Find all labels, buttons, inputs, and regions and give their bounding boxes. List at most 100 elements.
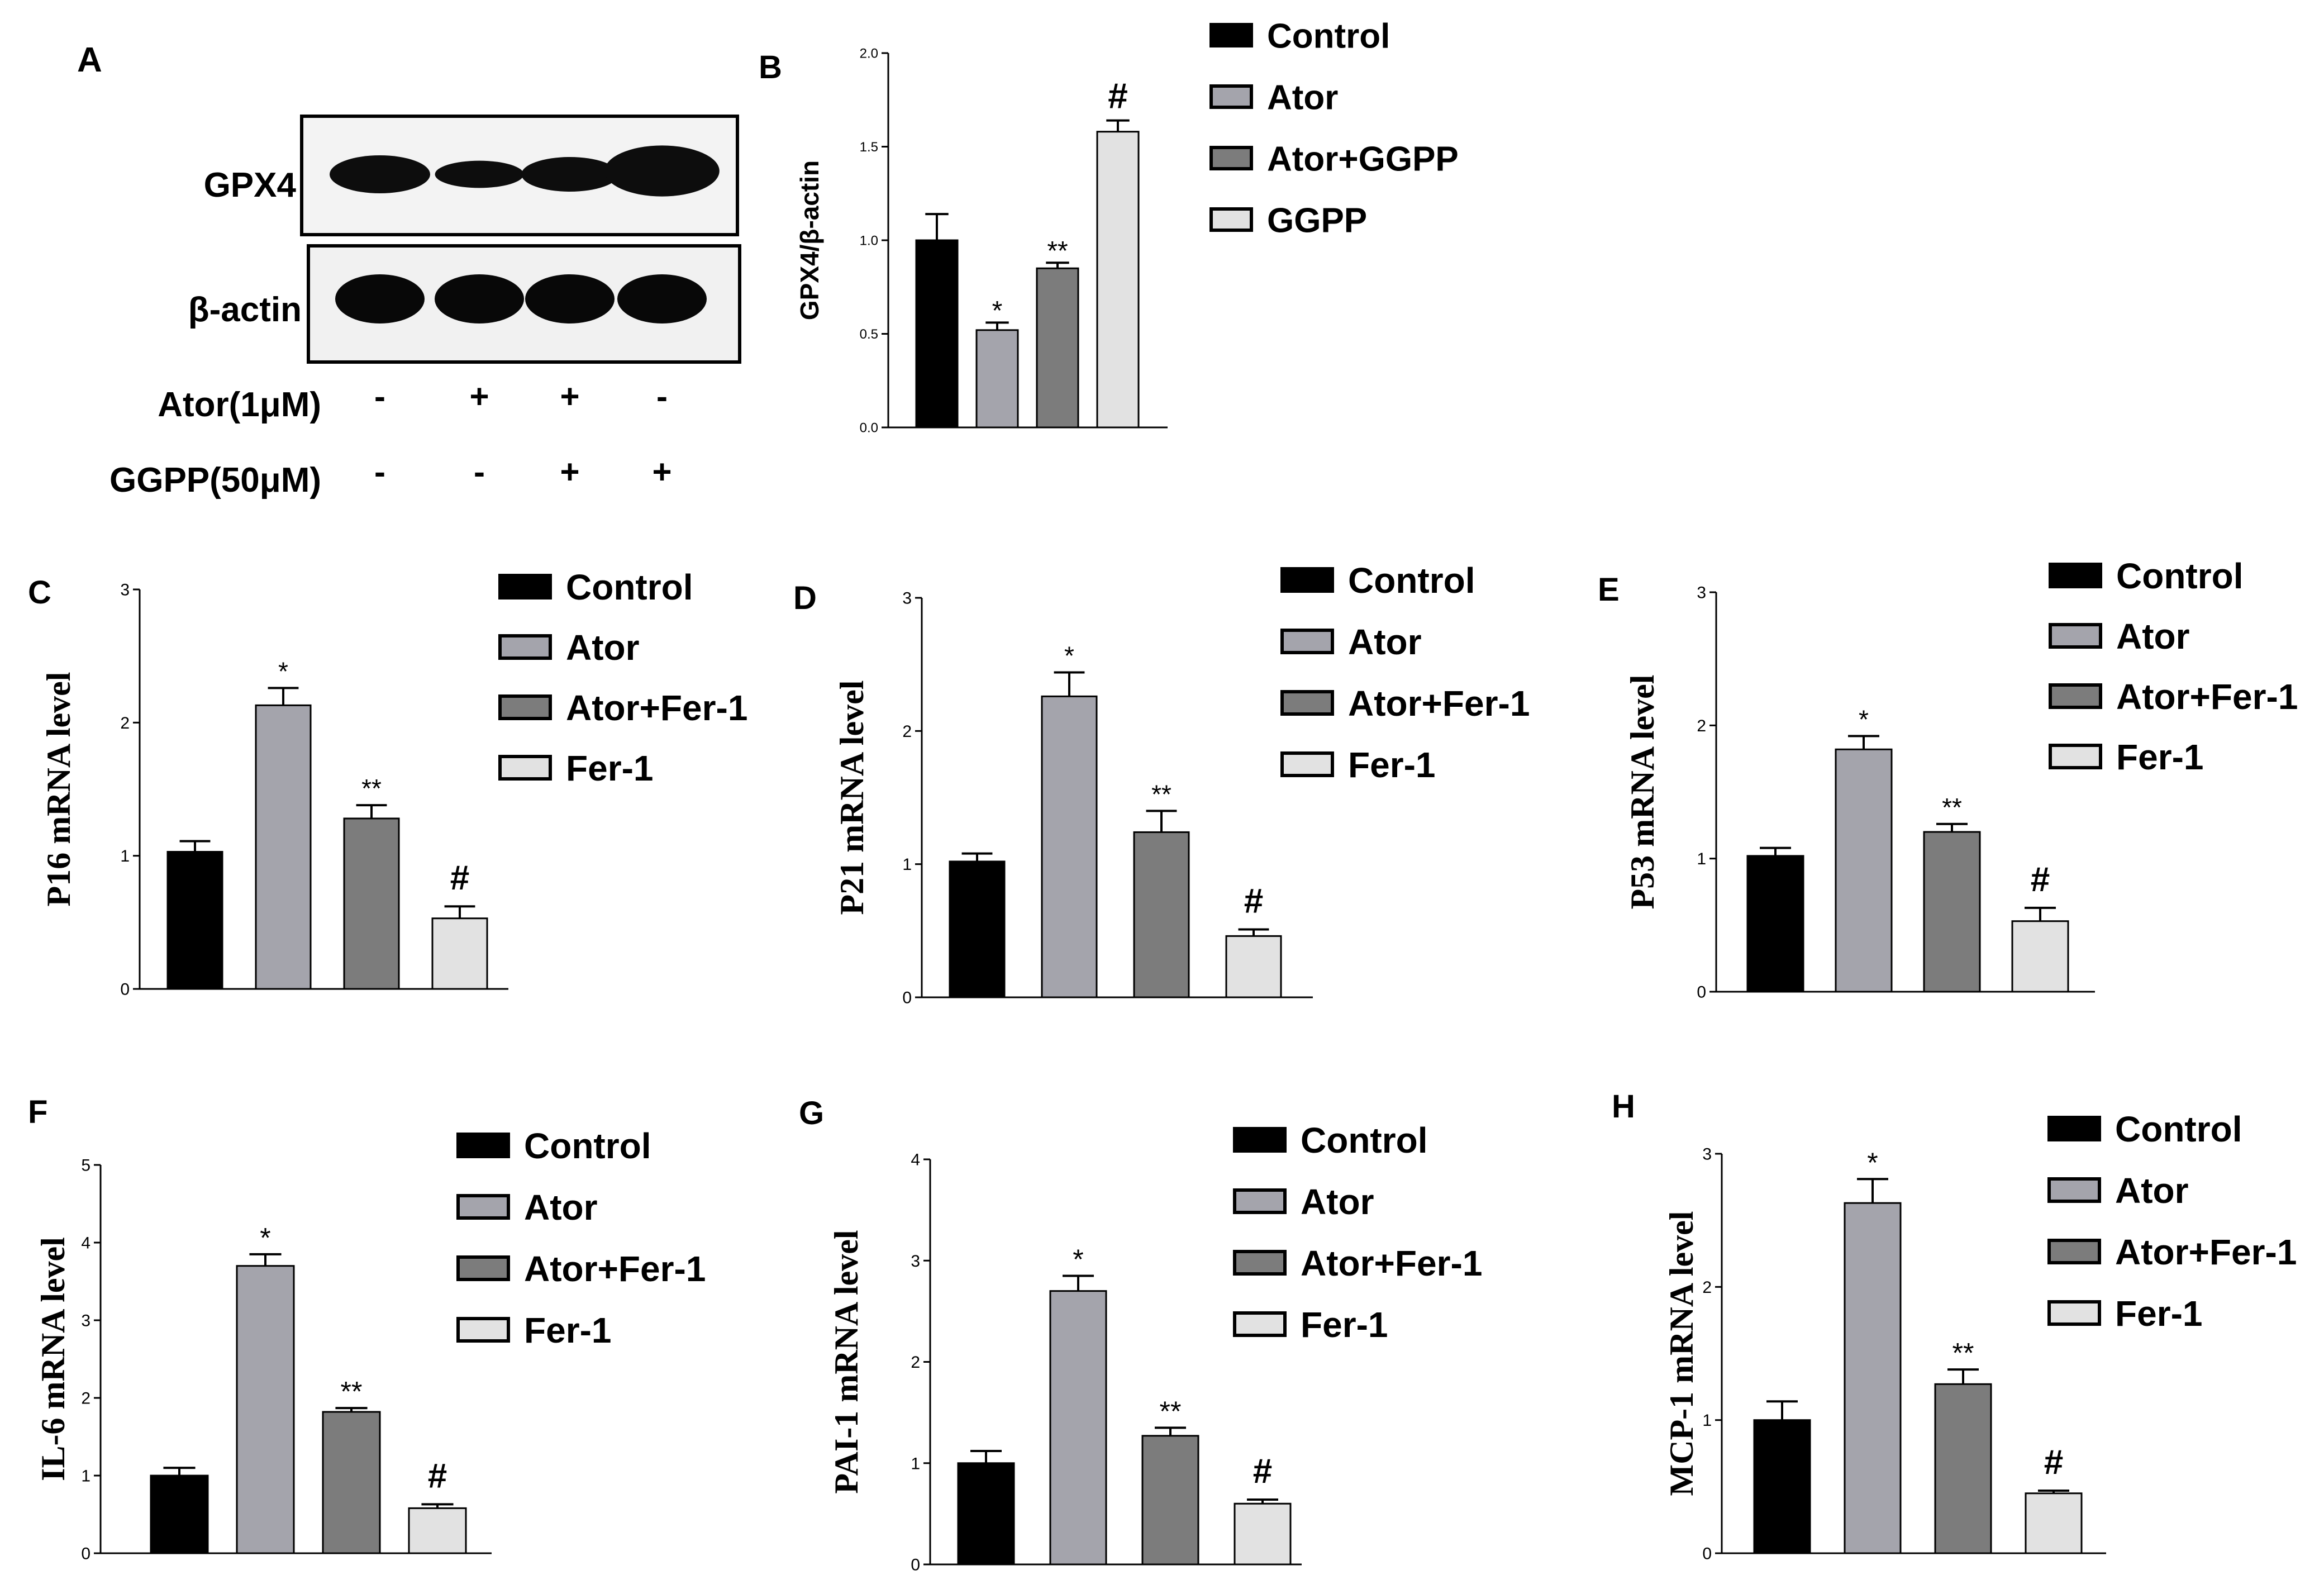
bar-c-ator bbox=[255, 704, 312, 990]
legend-swatch-b-ator-ggpp bbox=[1209, 146, 1253, 170]
treatment-mark-ator-lane-4: - bbox=[656, 378, 668, 415]
legend-label-e-fer-1: Fer-1 bbox=[2116, 737, 2204, 777]
legend-label-g-control: Control bbox=[1301, 1120, 1428, 1160]
bar-f-ator-fer-1 bbox=[322, 1411, 381, 1554]
bar-g-ator bbox=[1049, 1290, 1107, 1566]
y-tick-label-c-1: 1 bbox=[120, 847, 130, 865]
bar-c-control bbox=[166, 851, 223, 990]
panel-label-d: D bbox=[793, 580, 817, 616]
legend-swatch-e-ator-fer-1 bbox=[2049, 683, 2102, 709]
significance-c-ator: * bbox=[278, 656, 288, 686]
actin-band-lane-3 bbox=[525, 274, 615, 323]
significance-g-fer-1: # bbox=[1253, 1452, 1272, 1491]
bar-d-ator bbox=[1041, 695, 1098, 998]
legend-swatch-d-fer-1 bbox=[1280, 751, 1334, 777]
bar-f-control bbox=[150, 1474, 209, 1554]
panel-label-b: B bbox=[759, 49, 782, 85]
legend-label-f-fer-1: Fer-1 bbox=[524, 1310, 612, 1350]
treatment-mark-ator-lane-1: - bbox=[374, 378, 385, 415]
bar-b-control bbox=[915, 239, 959, 429]
blot-row-label-gpx4: GPX4 bbox=[204, 166, 297, 204]
blot-row-label-actin: β-actin bbox=[188, 291, 302, 329]
panel-label-f: F bbox=[28, 1094, 47, 1130]
y-tick-label-f-0: 0 bbox=[81, 1545, 91, 1563]
actin-band-lane-2 bbox=[435, 274, 524, 323]
bar-g-control bbox=[957, 1462, 1015, 1566]
actin-band-lane-4 bbox=[617, 274, 707, 323]
band-group-actin bbox=[335, 274, 707, 323]
significance-h-fer-1: # bbox=[2044, 1443, 2063, 1482]
legend-swatch-d-ator-fer-1 bbox=[1280, 690, 1334, 716]
western-blot-panel: A GPX4 β-actin Ator(1μM) GGPP(50μM) - + + -… bbox=[77, 41, 741, 499]
legend-label-e-control: Control bbox=[2116, 556, 2244, 596]
legend-swatch-f-control bbox=[456, 1133, 510, 1158]
significance-f-ator-fer-1: ** bbox=[341, 1376, 363, 1407]
y-tick-label-d-1: 1 bbox=[902, 855, 912, 874]
panel-label-a: A bbox=[77, 41, 102, 79]
bar-e-ator bbox=[1835, 748, 1893, 993]
legend-label-f-ator-fer-1: Ator+Fer-1 bbox=[524, 1249, 706, 1289]
actin-band-lane-1 bbox=[335, 274, 425, 323]
y-tick-label-d-2: 2 bbox=[902, 722, 912, 741]
significance-g-ator-fer-1: ** bbox=[1160, 1396, 1182, 1427]
legend-label-h-ator: Ator bbox=[2115, 1171, 2189, 1211]
legend-label-b-ggpp: GGPP bbox=[1267, 201, 1367, 240]
legend-swatch-c-ator bbox=[498, 634, 552, 660]
y-tick-label-g-1: 1 bbox=[911, 1454, 920, 1473]
y-tick-label-b-1: 0.5 bbox=[860, 327, 878, 342]
y-tick-label-c-2: 2 bbox=[120, 714, 130, 732]
y-axis-label-h: MCP-1 mRNA level bbox=[1663, 1211, 1700, 1496]
treatment-mark-ggpp-lane-4: + bbox=[652, 453, 672, 491]
band-group-gpx4 bbox=[330, 145, 720, 197]
significance-d-ator: * bbox=[1064, 641, 1074, 670]
y-axis-label-b: GPX4/β-actin bbox=[795, 160, 824, 320]
y-axis-label-c: P16 mRNA level bbox=[40, 672, 77, 907]
legend-swatch-e-ator bbox=[2049, 623, 2102, 649]
panel-label-h: H bbox=[1612, 1088, 1635, 1125]
y-tick-label-e-1: 1 bbox=[1697, 850, 1706, 868]
y-tick-label-h-0: 0 bbox=[1702, 1545, 1712, 1563]
significance-h-ator-fer-1: ** bbox=[1952, 1338, 1974, 1369]
legend-label-b-ator: Ator bbox=[1267, 78, 1338, 117]
bar-e-control bbox=[1746, 855, 1804, 993]
legend-label-g-fer-1: Fer-1 bbox=[1301, 1305, 1388, 1345]
bar-g-ator-fer-1 bbox=[1141, 1435, 1199, 1566]
legend-label-f-control: Control bbox=[524, 1126, 651, 1166]
legend-swatch-h-control bbox=[2047, 1116, 2101, 1141]
legend-label-f-ator: Ator bbox=[524, 1187, 598, 1228]
legend-label-c-ator-fer-1: Ator+Fer-1 bbox=[566, 688, 747, 728]
treatment-mark-ggpp-lane-2: - bbox=[474, 453, 485, 491]
gpx4-band-lane-1 bbox=[330, 155, 430, 193]
y-tick-label-f-5: 5 bbox=[81, 1157, 91, 1175]
y-tick-label-g-0: 0 bbox=[911, 1556, 920, 1574]
significance-c-ator-fer-1: ** bbox=[361, 774, 382, 803]
y-tick-label-e-0: 0 bbox=[1697, 983, 1706, 1002]
legend-swatch-g-ator bbox=[1233, 1188, 1287, 1214]
bar-d-control bbox=[949, 860, 1006, 998]
legend-swatch-g-fer-1 bbox=[1233, 1311, 1287, 1337]
significance-e-fer-1: # bbox=[2031, 860, 2050, 899]
blot-actin: β-actin bbox=[188, 244, 741, 364]
y-axis-label-d: P21 mRNA level bbox=[834, 681, 870, 915]
significance-d-ator-fer-1: ** bbox=[1151, 779, 1171, 808]
y-tick-label-g-2: 2 bbox=[911, 1353, 920, 1372]
legend-label-g-ator: Ator bbox=[1301, 1182, 1374, 1222]
y-tick-label-f-3: 3 bbox=[81, 1312, 91, 1330]
legend-swatch-b-control bbox=[1209, 23, 1253, 47]
legend-swatch-d-control bbox=[1280, 567, 1334, 593]
y-axis-label-g: PAI-1 mRNA level bbox=[828, 1230, 865, 1493]
bar-f-fer-1 bbox=[408, 1507, 467, 1554]
bar-f-ator bbox=[236, 1265, 295, 1554]
legend-label-d-control: Control bbox=[1348, 560, 1475, 601]
legend-swatch-b-ggpp bbox=[1209, 207, 1253, 232]
y-tick-label-b-2: 1.0 bbox=[860, 233, 878, 248]
significance-e-ator-fer-1: ** bbox=[1942, 793, 1962, 822]
y-tick-label-e-2: 2 bbox=[1697, 717, 1706, 735]
bar-d-fer-1 bbox=[1225, 935, 1282, 998]
bar-b-ggpp bbox=[1096, 131, 1140, 429]
legend-swatch-f-fer-1 bbox=[456, 1317, 510, 1343]
bar-g-fer-1 bbox=[1234, 1502, 1292, 1566]
